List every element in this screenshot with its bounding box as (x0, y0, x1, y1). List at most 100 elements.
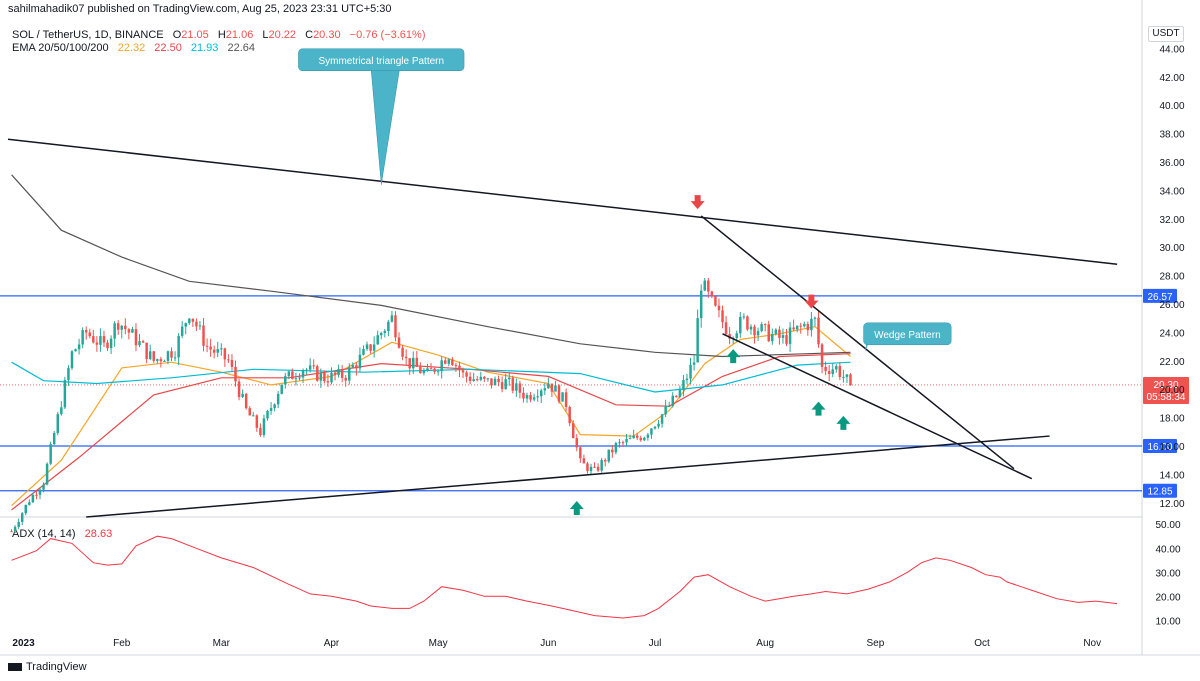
candle-up (689, 364, 692, 379)
price-tick-label: 26.00 (1159, 300, 1184, 311)
candle-down (209, 346, 212, 350)
candle-down (323, 372, 326, 382)
candle-up (525, 395, 529, 399)
high-value: 21.06 (225, 29, 254, 41)
candle-up (173, 357, 177, 359)
price-tick-label: 40.00 (1159, 101, 1184, 112)
candle-up (241, 393, 244, 397)
candle-up (31, 494, 35, 503)
candle-up (842, 376, 845, 378)
candle-up (671, 395, 675, 406)
candle-down (227, 359, 230, 361)
candle-down (721, 310, 724, 323)
candle-up (692, 362, 696, 365)
candle-down (522, 392, 525, 399)
candle-up (166, 351, 170, 361)
candle-up (479, 376, 483, 380)
candle-down (195, 321, 198, 327)
candle-down (159, 359, 163, 362)
candle-up (412, 357, 415, 369)
trendline (7, 138, 1118, 265)
candle-down (212, 349, 216, 353)
candle-down (202, 325, 205, 346)
price-tick-label: 36.00 (1159, 158, 1184, 169)
candle-up (56, 414, 60, 434)
ohlc-open: O21.05 (173, 29, 209, 41)
candle-up (426, 368, 429, 371)
up-arrow-marker (836, 415, 851, 430)
last-price-countdown: 05:58:34 (1147, 392, 1186, 403)
candle-down (500, 382, 504, 390)
time-tick-label: Sep (866, 638, 884, 649)
candle-down (707, 280, 710, 292)
candle-down (369, 344, 372, 351)
time-tick-label: Mar (213, 638, 231, 649)
candle-down (255, 415, 259, 428)
candle-up (156, 359, 159, 361)
up-arrow-marker (569, 501, 584, 516)
candle-down (799, 325, 802, 327)
low-value: 20.22 (268, 29, 297, 41)
open-label: O (172, 29, 182, 41)
candle-down (785, 335, 788, 344)
candle-up (699, 290, 703, 319)
candle-down (344, 377, 347, 381)
symbol-legend: SOL / TetherUS, 1D, BINANCE O21.05 H21.0… (12, 29, 432, 41)
up-arrow-marker (726, 349, 741, 364)
candle-up (547, 383, 550, 389)
candle-up (625, 438, 628, 443)
candle-up (561, 392, 564, 402)
ohlc-high: H21.06 (218, 29, 253, 41)
candle-up (664, 406, 667, 415)
adx-line (11, 535, 1118, 619)
candle-up (81, 330, 84, 345)
candle-up (632, 435, 635, 439)
candle-up (109, 338, 113, 349)
candle-up (319, 372, 323, 381)
candle-down (571, 423, 575, 439)
candle-down (778, 329, 781, 338)
candle-down (817, 317, 820, 345)
candle-up (628, 438, 632, 440)
time-tick-label: Jun (540, 638, 556, 649)
candle-up (287, 371, 291, 377)
level-price-badge (1143, 483, 1177, 498)
candle-down (35, 494, 38, 496)
candle-down (170, 351, 173, 358)
candle-up (543, 388, 547, 391)
candle-down (461, 370, 465, 373)
candle-down (746, 316, 749, 330)
candle-up (422, 370, 426, 374)
candle-down (340, 369, 344, 378)
adx-tick-label: 30.00 (1155, 568, 1180, 579)
candle-up (703, 280, 706, 291)
candle-up (67, 368, 70, 381)
candle-down (191, 318, 195, 322)
candle-up (614, 443, 618, 453)
price-tick-label: 44.00 (1159, 44, 1184, 55)
candle-up (696, 318, 699, 363)
annotation-box (298, 48, 465, 72)
candle-up (63, 380, 67, 408)
candle-down (134, 329, 138, 346)
level-price-label: 12.85 (1147, 487, 1172, 498)
candle-down (675, 395, 678, 397)
candle-down (827, 371, 831, 375)
candle-down (465, 372, 468, 377)
candle-up (17, 521, 20, 527)
candle-down (326, 381, 330, 383)
candle-up (188, 318, 191, 324)
candle-up (294, 378, 298, 380)
candle-up (337, 369, 340, 376)
candle-up (742, 316, 746, 318)
candle-down (84, 330, 88, 333)
candle-down (824, 366, 827, 372)
candle-down (291, 371, 294, 380)
price-tick-label: 14.00 (1159, 470, 1184, 481)
candle-up (376, 335, 379, 345)
price-tick-label: 12.00 (1159, 499, 1184, 510)
candle-down (838, 366, 842, 378)
currency-button[interactable]: USDT (1148, 26, 1184, 42)
candle-up (269, 408, 273, 411)
